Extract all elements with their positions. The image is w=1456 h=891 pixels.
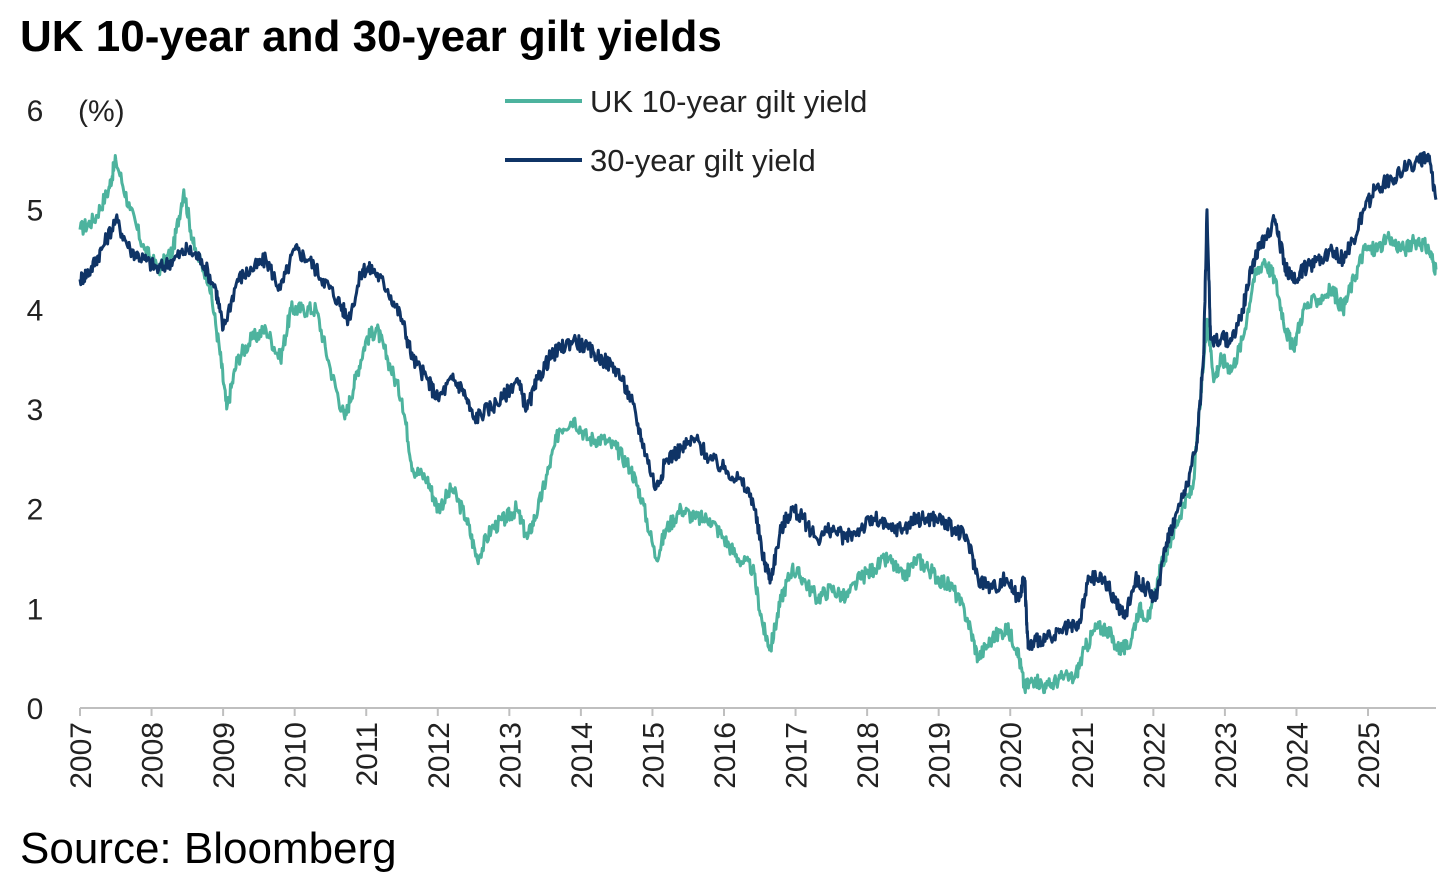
x-tick-label: 2013 [494, 722, 527, 789]
x-tick-label: 2024 [1281, 722, 1314, 789]
x-tick-label: 2020 [995, 722, 1028, 789]
y-axis-unit-label: (%) [78, 95, 125, 128]
x-tick-label: 2021 [1067, 722, 1100, 789]
chart-title: UK 10-year and 30-year gilt yields [20, 12, 722, 61]
y-tick-label: 4 [27, 294, 44, 327]
x-tick-label: 2018 [852, 722, 885, 789]
x-tick-label: 2010 [280, 722, 313, 789]
source-note: Source: Bloomberg [20, 824, 397, 873]
y-tick-label: 6 [27, 95, 44, 128]
y-tick-label: 0 [27, 693, 44, 726]
x-tick-label: 2025 [1353, 722, 1386, 789]
x-tick-label: 2023 [1210, 722, 1243, 789]
legend-label: UK 10-year gilt yield [590, 84, 867, 119]
legend: UK 10-year gilt yield 30-year gilt yield [505, 84, 867, 178]
legend-label: 30-year gilt yield [590, 143, 816, 178]
series-lines [78, 151, 1438, 695]
series-line-30-year [78, 151, 1438, 651]
x-tick-label: 2009 [208, 722, 241, 789]
x-tick-label: 2016 [709, 722, 742, 789]
x-tick-label: 2022 [1138, 722, 1171, 789]
x-tick-label: 2007 [65, 722, 98, 789]
y-tick-label: 1 [27, 593, 44, 626]
x-tick-label: 2017 [781, 722, 814, 789]
x-tick-label: 2011 [351, 722, 384, 787]
y-tick-label: 2 [27, 494, 44, 527]
x-tick-label: 2014 [566, 722, 599, 789]
x-axis-ticks: 2007 2008 2009 2010 2011 2012 2013 2014 2015 2016… [65, 708, 1386, 789]
x-tick-label: 2012 [423, 722, 456, 789]
y-axis-ticks: 0 1 2 3 4 5 6 [27, 95, 44, 726]
y-tick-label: 3 [27, 394, 44, 427]
x-tick-label: 2015 [637, 722, 670, 789]
series-line-10-year [78, 154, 1438, 695]
x-tick-label: 2008 [137, 722, 170, 789]
x-tick-label: 2019 [924, 722, 957, 789]
y-tick-label: 5 [27, 195, 44, 228]
